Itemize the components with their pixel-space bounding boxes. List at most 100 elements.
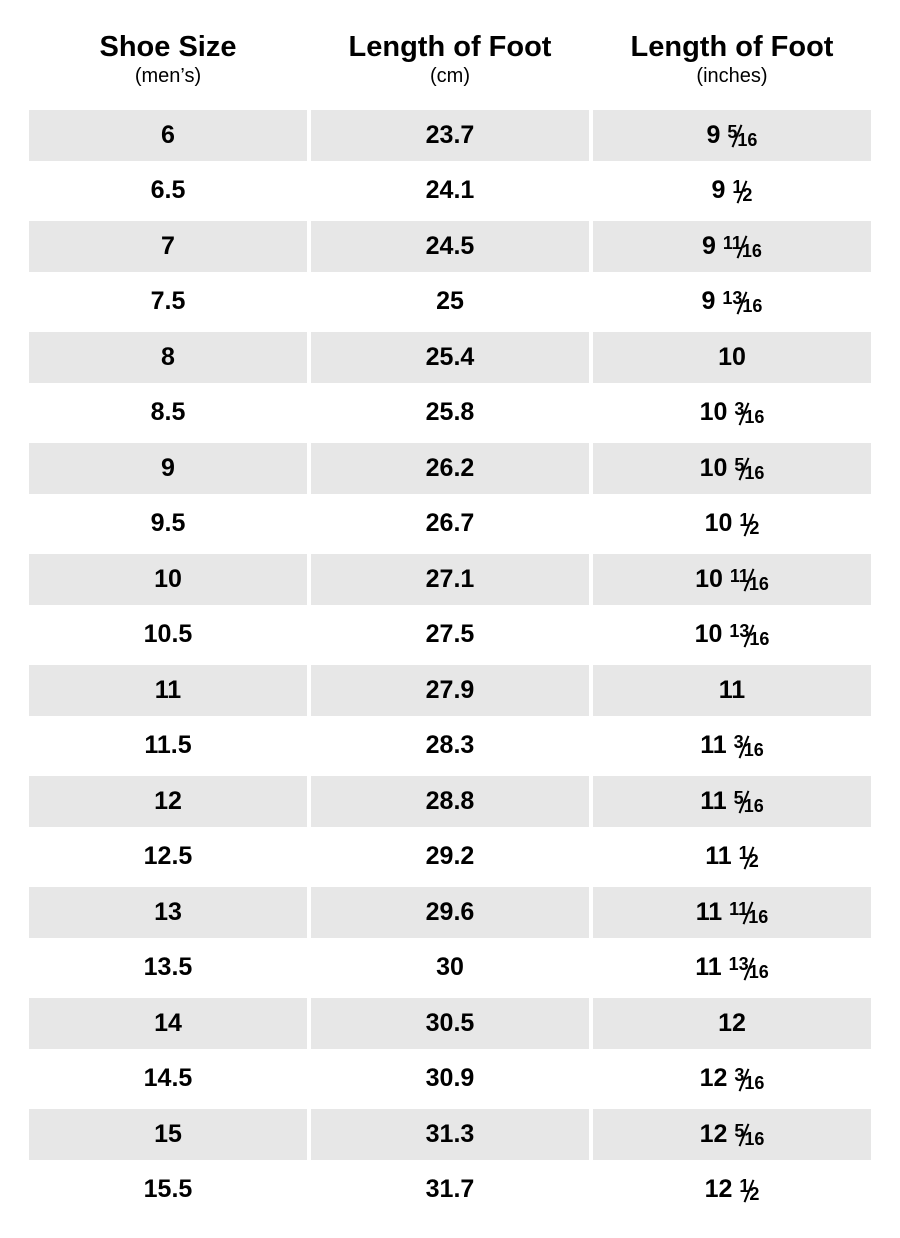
cell-size: 15.5 bbox=[29, 1164, 307, 1216]
inches-whole: 12 bbox=[700, 1064, 728, 1092]
fraction-denominator: 16 bbox=[742, 296, 762, 316]
fraction-denominator: 16 bbox=[744, 463, 764, 483]
cell-size: 9.5 bbox=[29, 498, 307, 550]
table-row: 1228.811 516 bbox=[29, 776, 871, 828]
inches-whole: 12 bbox=[705, 1175, 733, 1203]
cell-inches: 12 516 bbox=[593, 1109, 871, 1161]
cell-inches: 10 516 bbox=[593, 443, 871, 495]
inches-whole: 10 bbox=[700, 398, 728, 426]
table-row: 1127.911 bbox=[29, 665, 871, 717]
fraction-denominator: 16 bbox=[744, 407, 764, 427]
fraction-denominator: 2 bbox=[749, 851, 759, 871]
cell-inches: 11 316 bbox=[593, 720, 871, 772]
table-body: 623.79 5166.524.19 12724.59 11167.5259 1… bbox=[29, 110, 871, 1216]
cell-size: 7.5 bbox=[29, 276, 307, 328]
cell-inches: 12 316 bbox=[593, 1053, 871, 1105]
cell-cm: 25.8 bbox=[311, 387, 589, 439]
cell-inches: 11 1316 bbox=[593, 942, 871, 994]
inches-whole: 9 bbox=[712, 176, 726, 204]
cell-size: 15 bbox=[29, 1109, 307, 1161]
cell-size: 11.5 bbox=[29, 720, 307, 772]
fraction-denominator: 16 bbox=[749, 574, 769, 594]
inches-fraction: 516 bbox=[734, 788, 764, 816]
inches-whole: 10 bbox=[700, 454, 728, 482]
cell-size: 12.5 bbox=[29, 831, 307, 883]
fraction-denominator: 2 bbox=[749, 1184, 759, 1204]
col-subtitle: (inches) bbox=[597, 64, 867, 88]
inches-whole: 11 bbox=[696, 898, 722, 926]
cell-cm: 25.4 bbox=[311, 332, 589, 384]
table-row: 10.527.510 1316 bbox=[29, 609, 871, 661]
inches-fraction: 1116 bbox=[723, 233, 762, 261]
cell-size: 10.5 bbox=[29, 609, 307, 661]
inches-whole: 11 bbox=[695, 953, 721, 981]
inches-whole: 11 bbox=[700, 731, 726, 759]
inches-whole: 9 bbox=[707, 121, 721, 149]
cell-cm: 29.2 bbox=[311, 831, 589, 883]
table-row: 7.5259 1316 bbox=[29, 276, 871, 328]
table-header-row: Shoe Size (men’s) Length of Foot (cm) Le… bbox=[29, 22, 871, 106]
fraction-denominator: 16 bbox=[744, 1073, 764, 1093]
inches-whole: 9 bbox=[702, 232, 716, 260]
col-subtitle: (cm) bbox=[315, 64, 585, 88]
inches-fraction: 1116 bbox=[730, 566, 769, 594]
cell-inches: 12 12 bbox=[593, 1164, 871, 1216]
inches-fraction: 516 bbox=[734, 1121, 764, 1149]
inches-whole: 11 bbox=[700, 787, 726, 815]
cell-inches: 11 12 bbox=[593, 831, 871, 883]
inches-whole: 11 bbox=[719, 676, 745, 704]
table-row: 825.410 bbox=[29, 332, 871, 384]
col-subtitle: (men’s) bbox=[33, 64, 303, 88]
inches-fraction: 316 bbox=[734, 399, 764, 427]
cell-size: 11 bbox=[29, 665, 307, 717]
cell-cm: 30 bbox=[311, 942, 589, 994]
cell-cm: 30.9 bbox=[311, 1053, 589, 1105]
fraction-denominator: 16 bbox=[737, 130, 757, 150]
table-row: 13.53011 1316 bbox=[29, 942, 871, 994]
cell-size: 12 bbox=[29, 776, 307, 828]
fraction-denominator: 16 bbox=[749, 629, 769, 649]
inches-whole: 10 bbox=[695, 565, 723, 593]
cell-size: 9 bbox=[29, 443, 307, 495]
fraction-denominator: 2 bbox=[742, 185, 752, 205]
inches-fraction: 316 bbox=[734, 732, 764, 760]
table-row: 9.526.710 12 bbox=[29, 498, 871, 550]
col-title: Shoe Size bbox=[33, 32, 303, 64]
inches-whole: 12 bbox=[718, 1009, 746, 1037]
cell-size: 8 bbox=[29, 332, 307, 384]
inches-whole: 10 bbox=[705, 509, 733, 537]
cell-cm: 24.1 bbox=[311, 165, 589, 217]
table-row: 11.528.311 316 bbox=[29, 720, 871, 772]
cell-inches: 12 bbox=[593, 998, 871, 1050]
cell-cm: 25 bbox=[311, 276, 589, 328]
table-row: 15.531.712 12 bbox=[29, 1164, 871, 1216]
cell-inches: 11 1116 bbox=[593, 887, 871, 939]
inches-fraction: 1316 bbox=[729, 621, 769, 649]
cell-size: 6 bbox=[29, 110, 307, 162]
fraction-denominator: 16 bbox=[742, 241, 762, 261]
shoe-size-table: Shoe Size (men’s) Length of Foot (cm) Le… bbox=[25, 18, 875, 1220]
cell-size: 14 bbox=[29, 998, 307, 1050]
cell-cm: 23.7 bbox=[311, 110, 589, 162]
cell-inches: 9 1316 bbox=[593, 276, 871, 328]
cell-size: 7 bbox=[29, 221, 307, 273]
fraction-denominator: 16 bbox=[748, 907, 768, 927]
table-row: 1430.512 bbox=[29, 998, 871, 1050]
col-header-inches: Length of Foot (inches) bbox=[593, 22, 871, 106]
cell-inches: 10 12 bbox=[593, 498, 871, 550]
table-row: 14.530.912 316 bbox=[29, 1053, 871, 1105]
inches-fraction: 516 bbox=[727, 122, 757, 150]
cell-cm: 31.3 bbox=[311, 1109, 589, 1161]
cell-size: 14.5 bbox=[29, 1053, 307, 1105]
cell-cm: 26.7 bbox=[311, 498, 589, 550]
cell-cm: 28.3 bbox=[311, 720, 589, 772]
cell-inches: 10 316 bbox=[593, 387, 871, 439]
inches-fraction: 316 bbox=[734, 1065, 764, 1093]
cell-size: 8.5 bbox=[29, 387, 307, 439]
cell-inches: 10 bbox=[593, 332, 871, 384]
cell-cm: 24.5 bbox=[311, 221, 589, 273]
fraction-denominator: 16 bbox=[744, 740, 764, 760]
table-row: 8.525.810 316 bbox=[29, 387, 871, 439]
table-row: 1329.611 1116 bbox=[29, 887, 871, 939]
cell-inches: 10 1316 bbox=[593, 609, 871, 661]
